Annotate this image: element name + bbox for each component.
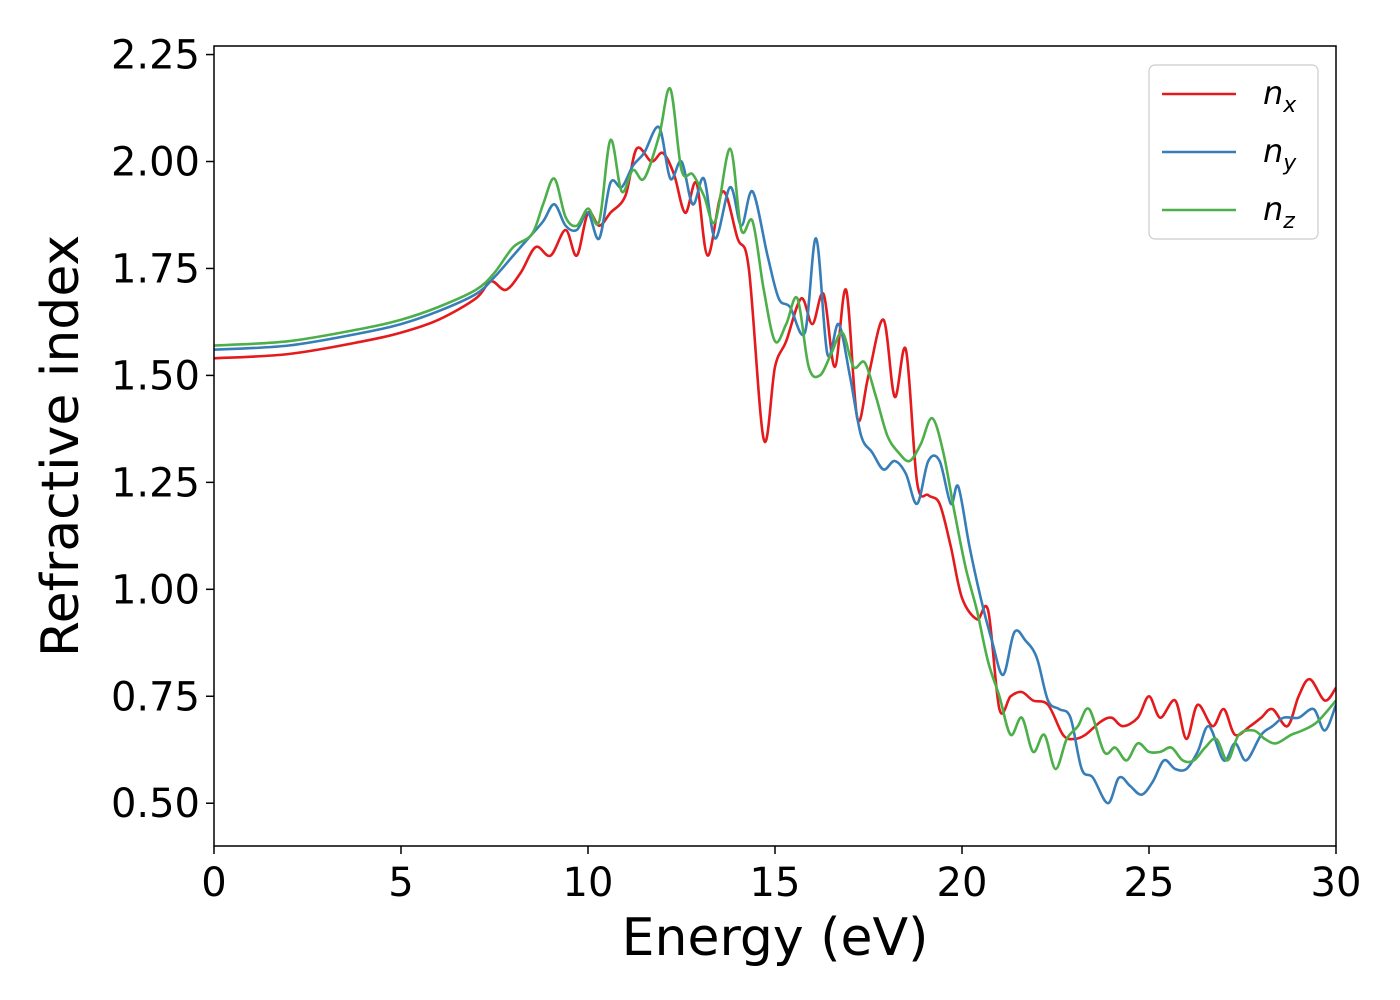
series-line-x [214, 146, 1336, 741]
series-line-y [214, 125, 1336, 805]
legend-entry: ny [1263, 132, 1297, 176]
x-tick-label: 5 [388, 860, 413, 906]
x-tick-label: 10 [563, 860, 614, 906]
series-line-z [214, 87, 1336, 771]
x-tick-label: 0 [201, 860, 226, 906]
x-tick-label: 15 [750, 860, 801, 906]
y-tick-label: 1.50 [111, 353, 200, 399]
series-layer [214, 87, 1336, 805]
y-tick-label: 1.75 [111, 246, 200, 292]
y-axis-ticks: 0.50 0.75 1.00 1.25 1.50 1.75 2.00 2.25 [111, 33, 214, 827]
x-tick-label: 20 [937, 860, 988, 906]
y-tick-label: 2.00 [111, 140, 200, 186]
y-tick-label: 1.00 [111, 567, 200, 613]
x-axis-label: Energy (eV) [622, 908, 929, 968]
y-axis-label: Refractive index [31, 235, 91, 657]
x-axis-ticks: 0 5 10 15 20 25 30 [201, 846, 1361, 906]
x-tick-label: 30 [1311, 860, 1362, 906]
legend-entry: nz [1263, 190, 1295, 234]
y-tick-label: 1.25 [111, 460, 200, 506]
legend: nx ny nz [1148, 64, 1319, 240]
legend-entry: nx [1263, 74, 1297, 118]
y-tick-label: 0.75 [111, 674, 200, 720]
y-tick-label: 2.25 [111, 33, 200, 79]
y-tick-label: 0.50 [111, 781, 200, 827]
x-tick-label: 25 [1124, 860, 1175, 906]
